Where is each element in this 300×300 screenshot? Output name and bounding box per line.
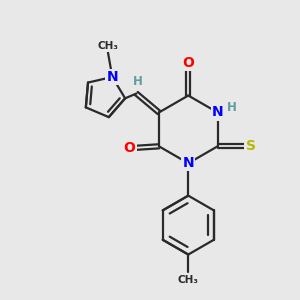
Text: H: H [227,101,237,114]
Text: N: N [212,106,224,119]
Text: N: N [182,156,194,170]
Text: S: S [246,139,256,153]
Text: O: O [124,141,135,155]
Text: CH₃: CH₃ [178,274,199,285]
Text: H: H [133,75,143,88]
Text: O: O [182,56,194,70]
Text: CH₃: CH₃ [98,41,118,51]
Text: N: N [106,70,118,84]
